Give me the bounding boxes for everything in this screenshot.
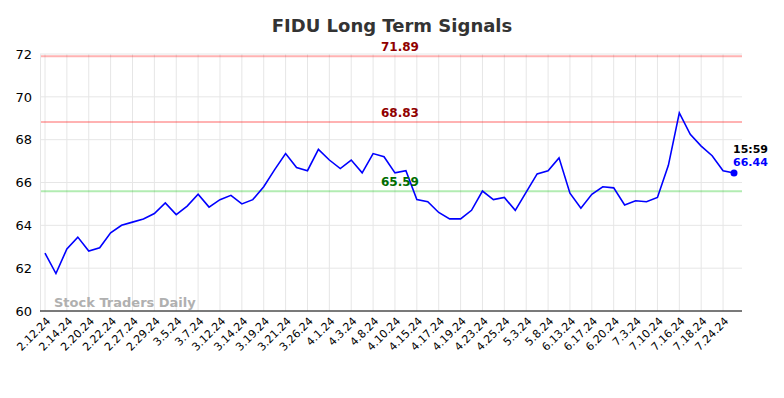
y-tick: 60 xyxy=(15,304,40,319)
grid-line xyxy=(110,54,111,311)
grid-line xyxy=(548,54,549,311)
grid-line xyxy=(329,54,330,311)
signal-label: 65.59 xyxy=(381,175,419,189)
last-value-label: 66.44 xyxy=(733,156,768,169)
grid-line xyxy=(40,139,742,140)
grid-line xyxy=(241,54,242,311)
grid-line xyxy=(591,54,592,311)
plot-area xyxy=(40,56,742,273)
chart: Stock Traders Daily71.8968.8365.5915:596… xyxy=(0,0,784,398)
y-tick: 72 xyxy=(15,47,40,62)
y-tick-label: 70 xyxy=(15,89,32,104)
grid-line xyxy=(482,54,483,311)
grid-line xyxy=(504,54,505,311)
grid-line xyxy=(40,96,742,97)
signal-label: 71.89 xyxy=(381,40,419,54)
x-tick-label: 7.24.24 xyxy=(693,315,732,354)
price-line xyxy=(45,113,734,274)
grid-line xyxy=(569,54,570,311)
grid-line xyxy=(723,54,724,311)
y-tick-label: 68 xyxy=(15,132,32,147)
signal-line xyxy=(40,190,742,192)
y-tick-label: 60 xyxy=(15,304,32,319)
signal-line xyxy=(40,121,742,123)
grid-line xyxy=(373,54,374,311)
grid-line xyxy=(635,54,636,311)
watermark: Stock Traders Daily xyxy=(54,295,196,310)
y-tick: 68 xyxy=(15,132,40,147)
grid-line xyxy=(351,54,352,311)
grid-line xyxy=(679,54,680,311)
grid-line xyxy=(526,54,527,311)
grid-line xyxy=(219,54,220,311)
y-tick: 70 xyxy=(15,89,40,104)
grid-line xyxy=(88,54,89,311)
y-tick-label: 62 xyxy=(15,261,32,276)
grid-line xyxy=(263,54,264,311)
grid-line xyxy=(307,54,308,311)
signal-label: 68.83 xyxy=(381,106,419,120)
y-axis: 60 62 64 66 68 70 72 xyxy=(15,47,40,319)
title: FIDU Long Term Signals xyxy=(272,15,512,36)
x-axis-line xyxy=(40,311,742,312)
grid-line xyxy=(66,54,67,311)
grid-line xyxy=(132,54,133,311)
x-axis: 2.12.242.14.242.20.242.22.242.27.242.29.… xyxy=(14,311,742,354)
grid-line xyxy=(154,54,155,311)
y-axis-line xyxy=(40,55,41,312)
grid-line xyxy=(40,268,742,269)
time-label: 15:59 xyxy=(733,143,768,156)
grid-line xyxy=(657,54,658,311)
x-tick: 7.24.24 xyxy=(693,311,732,354)
y-tick-label: 66 xyxy=(15,175,32,190)
grid xyxy=(40,54,742,311)
grid-line xyxy=(460,54,461,311)
grid-line xyxy=(198,54,199,311)
grid-line xyxy=(438,54,439,311)
y-tick: 62 xyxy=(15,261,40,276)
grid-line xyxy=(701,54,702,311)
grid-line xyxy=(613,54,614,311)
grid-line xyxy=(176,54,177,311)
last-point xyxy=(731,170,738,177)
grid-line xyxy=(45,54,46,311)
grid-line xyxy=(40,311,742,312)
grid-line xyxy=(40,225,742,226)
y-tick: 64 xyxy=(15,218,40,233)
y-tick: 66 xyxy=(15,175,40,190)
y-tick-label: 64 xyxy=(15,218,32,233)
signal-line xyxy=(40,55,742,57)
grid-line xyxy=(285,54,286,311)
y-tick-label: 72 xyxy=(15,47,32,62)
